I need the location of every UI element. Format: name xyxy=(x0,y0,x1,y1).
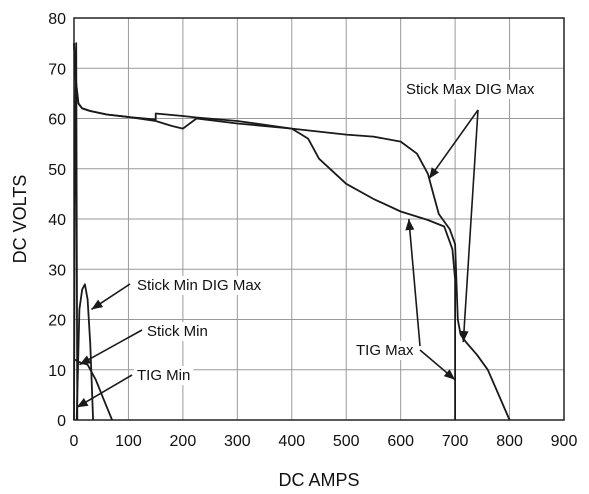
annotation-stick-min-dig-max: Stick Min DIG Max xyxy=(137,277,262,294)
arrowhead xyxy=(79,355,92,365)
annotation-labels: Stick Max DIG Max TIG Max Stick Min DIG … xyxy=(134,80,538,385)
arrowhead xyxy=(405,219,415,231)
y-tick-label: 60 xyxy=(48,112,66,129)
tick-labels: 0 100 200 300 400 500 600 700 800 900 0 10 20 30 40 50 6… xyxy=(48,11,577,450)
annotation-label-background xyxy=(403,80,538,99)
x-tick-label: 600 xyxy=(387,433,414,450)
annotation-stick-max-dig-max: Stick Max DIG Max xyxy=(406,81,535,98)
y-tick-label: 30 xyxy=(48,262,66,279)
y-tick-label: 40 xyxy=(48,212,66,229)
y-tick-label: 10 xyxy=(48,363,66,380)
pointer-line xyxy=(408,218,421,347)
annotation-label-background xyxy=(134,276,265,295)
series-line-stick-min xyxy=(74,358,113,421)
x-tick-label: 200 xyxy=(170,433,197,450)
series-line-stick-min-dig-max xyxy=(75,283,94,421)
annotation-tig-min: TIG Min xyxy=(137,367,190,384)
annotation-stick-min: Stick Min xyxy=(147,323,208,340)
pointer-line xyxy=(79,329,143,366)
y-tick-label: 20 xyxy=(48,313,66,330)
x-tick-label: 900 xyxy=(551,433,578,450)
arrowhead xyxy=(459,330,469,343)
y-axis-label: DC VOLTS xyxy=(10,175,30,264)
arrowhead xyxy=(443,369,456,380)
x-tick-label: 700 xyxy=(442,433,469,450)
series-curves xyxy=(73,42,511,421)
x-tick-label: 0 xyxy=(70,433,79,450)
annotation-tig-max: TIG Max xyxy=(356,342,414,359)
y-tick-label: 80 xyxy=(48,11,66,28)
annotation-pointers xyxy=(76,109,479,409)
x-tick-label: 300 xyxy=(224,433,251,450)
series-line-tig-min xyxy=(73,42,79,421)
gridlines xyxy=(74,18,564,420)
pointer-line xyxy=(428,109,479,180)
x-axis-label: DC AMPS xyxy=(278,470,359,490)
arrowhead xyxy=(91,299,104,310)
annotation-label-background xyxy=(353,341,418,360)
arrowhead xyxy=(76,398,89,408)
x-tick-label: 500 xyxy=(333,433,360,450)
y-tick-label: 0 xyxy=(57,413,66,430)
pointer-line xyxy=(462,109,479,343)
series-line-tig-max xyxy=(73,43,457,420)
annotation-label-background xyxy=(144,322,211,341)
x-tick-label: 100 xyxy=(115,433,142,450)
x-tick-label: 400 xyxy=(278,433,305,450)
arrowhead xyxy=(429,167,439,179)
y-tick-label: 70 xyxy=(48,61,66,78)
x-tick-label: 800 xyxy=(496,433,523,450)
y-tick-label: 50 xyxy=(48,162,66,179)
annotation-label-background xyxy=(134,366,194,385)
